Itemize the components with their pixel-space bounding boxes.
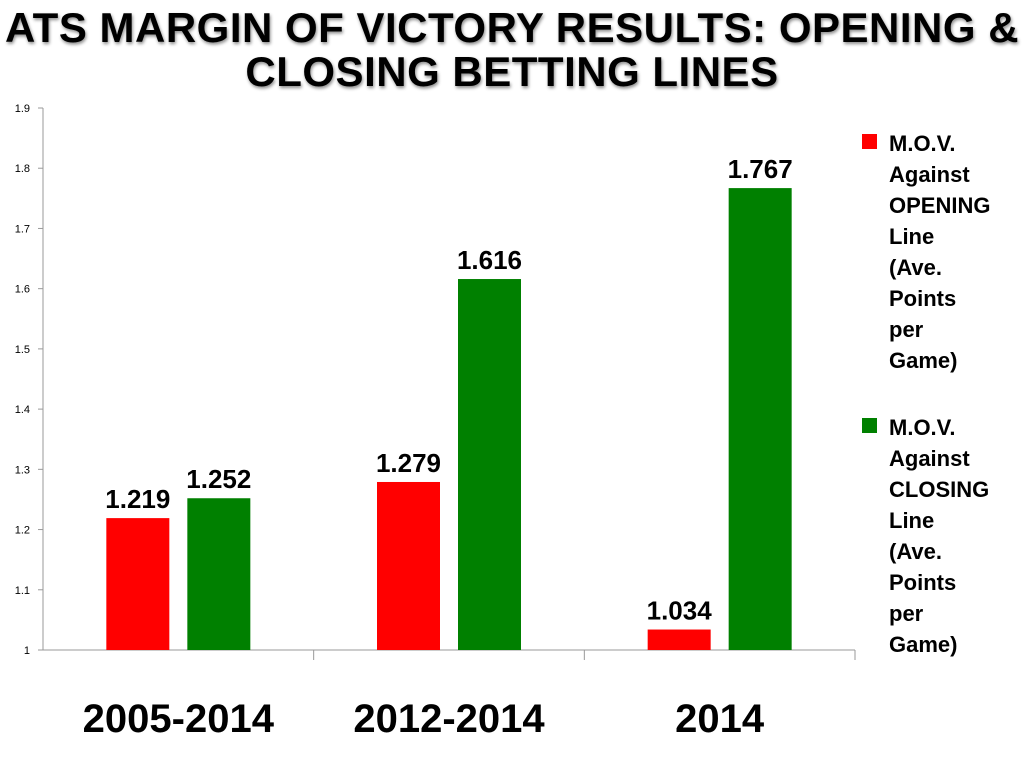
data-label: 1.279 bbox=[376, 448, 441, 478]
data-label: 1.252 bbox=[186, 464, 251, 494]
y-tick-label: 1.3 bbox=[15, 464, 30, 476]
data-label: 1.219 bbox=[105, 484, 170, 514]
chart-title: ATS MARGIN OF VICTORY RESULTS: OPENING &… bbox=[4, 4, 1020, 95]
x-category-label: 2012-2014 bbox=[353, 697, 545, 741]
legend-label-opening: M.O.V. Against OPENING Line (Ave. Points… bbox=[889, 131, 991, 373]
data-label: 1.616 bbox=[457, 245, 522, 275]
legend: M.O.V. Against OPENING Line (Ave. Points… bbox=[862, 128, 1022, 660]
y-tick-label: 1.6 bbox=[15, 284, 30, 296]
y-tick-label: 1.7 bbox=[15, 223, 30, 235]
x-category-label: 2005-2014 bbox=[83, 697, 275, 741]
y-tick-label: 1 bbox=[24, 645, 30, 657]
bar-opening-2012-2014 bbox=[377, 481, 440, 650]
legend-item-opening: M.O.V. Against OPENING Line (Ave. Points… bbox=[862, 128, 1022, 376]
bar-opening-2005-2014 bbox=[106, 518, 170, 650]
y-tick-label: 1.8 bbox=[15, 163, 30, 175]
bar-closing-2014 bbox=[728, 188, 792, 650]
bar-closing-2012-2014 bbox=[458, 279, 521, 650]
data-label: 1.767 bbox=[728, 154, 793, 184]
y-tick-label: 1.4 bbox=[15, 404, 30, 416]
legend-label-closing: M.O.V. Against CLOSING Line (Ave. Points… bbox=[889, 415, 990, 657]
y-tick-label: 1.5 bbox=[15, 344, 30, 356]
legend-item-closing: M.O.V. Against CLOSING Line (Ave. Points… bbox=[862, 412, 1022, 660]
bar-opening-2014 bbox=[647, 629, 711, 650]
bar-closing-2005-2014 bbox=[187, 498, 251, 650]
legend-swatch-opening bbox=[862, 134, 877, 149]
data-label: 1.034 bbox=[647, 596, 713, 626]
x-category-label: 2014 bbox=[675, 697, 765, 741]
y-tick-label: 1.9 bbox=[15, 103, 30, 115]
y-tick-label: 1.1 bbox=[15, 585, 30, 597]
legend-swatch-closing bbox=[862, 418, 877, 433]
y-tick-label: 1.2 bbox=[15, 525, 30, 537]
